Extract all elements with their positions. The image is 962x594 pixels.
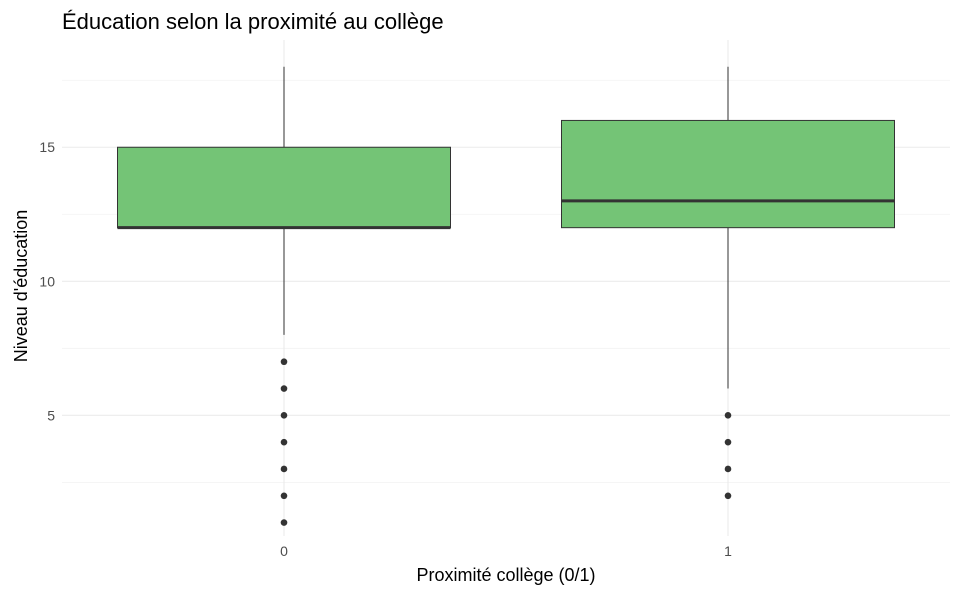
x-tick-label: 1 bbox=[724, 543, 732, 559]
boxes-layer bbox=[117, 66, 895, 526]
outlier-point bbox=[280, 492, 288, 500]
box-iqr bbox=[561, 119, 895, 229]
box-iqr bbox=[117, 146, 451, 229]
y-axis-ticks: 5 10 15 bbox=[39, 139, 55, 423]
outlier-point bbox=[280, 412, 288, 419]
box-group-0 bbox=[117, 66, 451, 526]
outlier-point bbox=[724, 438, 732, 446]
outlier-point bbox=[280, 465, 288, 473]
chart-title: Éducation selon la proximité au collège bbox=[62, 9, 444, 34]
y-tick-label: 10 bbox=[39, 273, 55, 289]
x-axis-title: Proximité collège (0/1) bbox=[416, 565, 595, 585]
x-tick-label: 0 bbox=[280, 543, 288, 559]
outlier-point bbox=[280, 385, 288, 392]
y-tick-label: 15 bbox=[39, 139, 55, 155]
grid-lines bbox=[62, 40, 950, 536]
outlier-point bbox=[280, 438, 288, 446]
outlier-point bbox=[724, 412, 732, 419]
outlier-point bbox=[280, 358, 288, 366]
outlier-point bbox=[280, 519, 288, 526]
outlier-point bbox=[724, 492, 732, 500]
y-tick-label: 5 bbox=[47, 407, 55, 423]
y-axis-title: Niveau d'éducation bbox=[11, 210, 31, 363]
outlier-point bbox=[724, 465, 732, 473]
box-group-1 bbox=[561, 66, 895, 500]
